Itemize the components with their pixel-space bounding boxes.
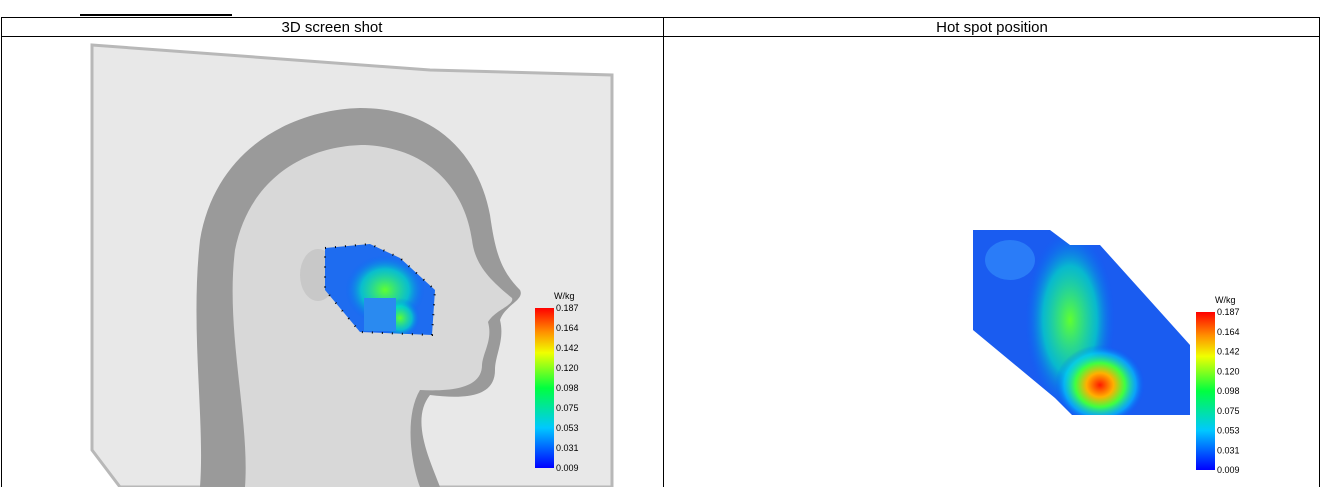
- colorbar-label: 0.142: [1217, 347, 1240, 357]
- colorbar-label: 0.120: [1217, 366, 1240, 376]
- colorbar-label: 0.009: [1217, 465, 1240, 475]
- colorbar-label: 0.164: [1217, 327, 1240, 337]
- colorbar-label: 0.053: [1217, 426, 1240, 436]
- colorbar-label: 0.031: [556, 443, 579, 453]
- colorbar-label: 0.187: [556, 303, 579, 313]
- colorbar-label: 0.098: [556, 383, 579, 393]
- table-grid: [1, 17, 1320, 492]
- colorbar: W/kg 0.187 0.164 0.142 0.120 0.098 0.075 0.053 0…: [535, 291, 579, 473]
- colorbar-label: 0.009: [556, 463, 579, 473]
- colorbar-gradient: [535, 308, 554, 468]
- heading-clip: [80, 0, 230, 14]
- column-header: Hot spot position: [936, 19, 1048, 36]
- colorbar-unit: W/kg: [1215, 295, 1236, 305]
- colorbar-label: 0.075: [556, 403, 579, 413]
- colorbar-label: 0.053: [556, 423, 579, 433]
- colorbar-unit: W/kg: [554, 291, 575, 301]
- colorbar-label: 0.120: [556, 363, 579, 373]
- colorbar: W/kg 0.187 0.164 0.142 0.120 0.098 0.075 0.053 0…: [1196, 295, 1240, 475]
- column-header: 3D screen shot: [282, 19, 384, 36]
- colorbar-label: 0.187: [1217, 307, 1240, 317]
- hotspot-map: [973, 230, 1190, 415]
- colorbar-label: 0.075: [1217, 406, 1240, 416]
- colorbar-gradient: [1196, 312, 1215, 470]
- colorbar-label: 0.098: [1217, 386, 1240, 396]
- colorbar-label: 0.031: [1217, 445, 1240, 455]
- colorbar-label: 0.142: [556, 343, 579, 353]
- head-render: [90, 43, 614, 489]
- colorbar-label: 0.164: [556, 323, 579, 333]
